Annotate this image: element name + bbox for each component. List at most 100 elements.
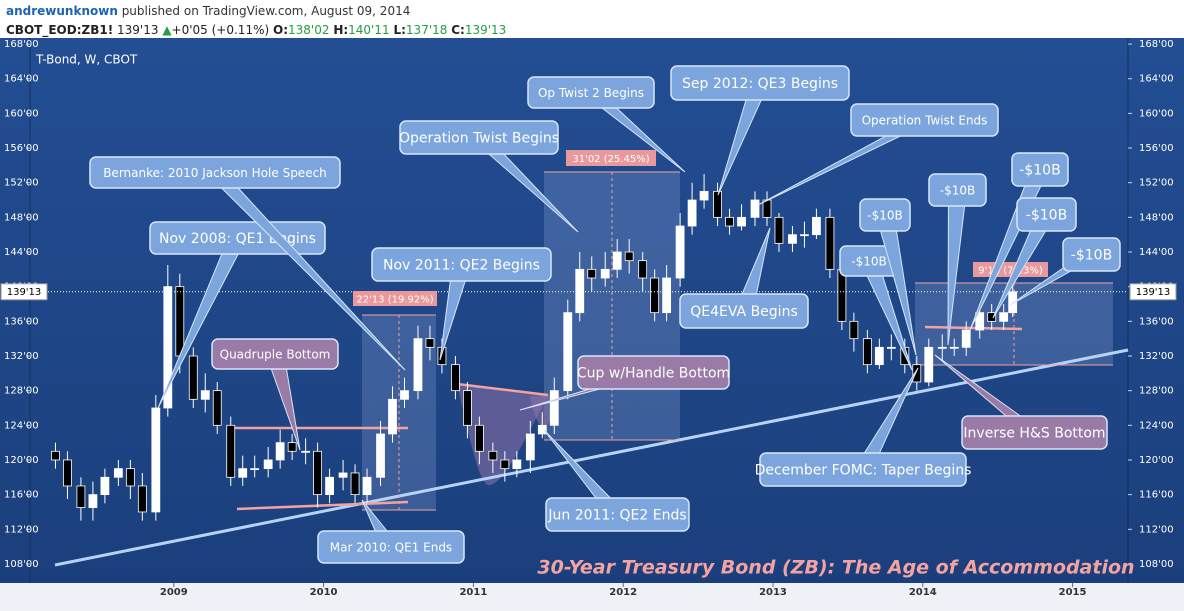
candle-body <box>238 468 248 478</box>
header-line-2: CBOT_EOD:ZB1! 139'13 ▲+0'05 (+0.11%) O:1… <box>6 23 506 38</box>
callout-box <box>1011 152 1069 187</box>
header-line-1: andrewunknown published on TradingView.c… <box>6 4 410 18</box>
callout-label: -$10B <box>851 255 886 269</box>
callout-label: Bernanke: 2010 Jackson Hole Speech <box>103 166 327 180</box>
candle-body <box>451 364 460 392</box>
change: +0'05 (+0.11%) <box>172 23 270 37</box>
callout-label: -$10B <box>1019 163 1060 179</box>
candle-body <box>713 190 722 218</box>
candle-body <box>200 390 210 400</box>
callout-label: Quadruple Bottom <box>220 348 331 362</box>
callout-label: Inverse H&S Bottom <box>963 426 1105 442</box>
candle-body <box>51 450 60 461</box>
callout-label: Op Twist 2 Begins <box>538 86 644 100</box>
ohlc-value: 139'13 <box>465 23 506 37</box>
candle-body <box>849 320 859 340</box>
ohlc-label: O: <box>273 23 288 37</box>
callout-box <box>1016 197 1077 232</box>
candle-body <box>699 190 709 201</box>
candle-body <box>999 312 1009 322</box>
candle-body <box>388 398 397 435</box>
ohlc-label: L: <box>393 23 405 37</box>
callout-label: Jun 2011: QE2 Ends <box>547 508 686 524</box>
y-tick-label: 148'00 <box>1139 212 1174 223</box>
candle-body <box>961 329 971 348</box>
symbol: CBOT_EOD:ZB1! <box>6 23 113 38</box>
published: published on TradingView.com, August 09,… <box>122 4 411 18</box>
x-tick-label: 2015 <box>1059 587 1087 598</box>
callout-label: December FOMC: Taper Begins <box>755 463 972 479</box>
y-tick-label: 144'00 <box>1139 247 1174 258</box>
candle-body <box>612 251 622 270</box>
candle-body <box>488 450 498 461</box>
candle-body <box>987 312 997 322</box>
candle-body <box>100 476 110 496</box>
candle-body <box>874 346 884 366</box>
callout-label: Nov 2011: QE2 Begins <box>383 258 540 274</box>
author[interactable]: andrewunknown <box>6 4 118 18</box>
ohlc-value: 137'18 <box>406 23 447 37</box>
y-tick-label: 108'00 <box>4 559 39 570</box>
y-tick-label: 156'00 <box>1139 143 1174 154</box>
candle-body <box>63 459 72 487</box>
candle-body <box>474 424 484 452</box>
candle-body <box>463 390 472 426</box>
candle-body <box>737 216 746 227</box>
x-tick-label: 2009 <box>160 587 188 598</box>
candle-body <box>88 494 98 509</box>
callout-label: -$10B <box>940 184 975 198</box>
candle-body <box>774 216 784 244</box>
drawing-line <box>924 325 1023 331</box>
y-tick-label: 112'00 <box>1139 524 1174 535</box>
candle-body <box>886 346 896 349</box>
callout-label: -$10B <box>1026 208 1067 224</box>
callout-box <box>211 338 339 370</box>
candle-body <box>638 260 648 279</box>
y-tick-label: 132'00 <box>4 351 39 362</box>
ohlc-value: 138'02 <box>288 23 329 37</box>
y-tick-label: 148'00 <box>4 212 39 223</box>
y-tick-label: 164'00 <box>1139 74 1174 85</box>
callout-box <box>670 65 850 101</box>
y-tick-label: 120'00 <box>1139 455 1174 466</box>
y-tick-label: 108'00 <box>1139 559 1174 570</box>
y-tick-label: 124'00 <box>4 420 39 431</box>
y-tick-label: 136'00 <box>1139 316 1174 327</box>
candle-body <box>525 433 535 461</box>
last-price-tag <box>1129 283 1177 301</box>
price: 139'13 <box>117 23 158 37</box>
candle-body <box>400 390 409 400</box>
candle-body <box>924 346 934 383</box>
candle-body <box>788 234 797 244</box>
last-price-label: 139'13 <box>1136 287 1171 298</box>
y-tick-label: 144'00 <box>4 247 39 258</box>
candle-body <box>587 268 597 279</box>
candle-body <box>413 338 423 392</box>
y-tick-label: 128'00 <box>1139 386 1174 397</box>
candle-body <box>350 472 360 496</box>
ohlc-label: H: <box>333 23 348 37</box>
measure-tag <box>566 150 656 166</box>
y-tick-label: 168'00 <box>1139 39 1174 50</box>
candle-body <box>537 424 547 435</box>
candle-body <box>624 251 634 262</box>
callout-box <box>961 415 1108 450</box>
y-tick-label: 136'00 <box>4 316 39 327</box>
callout-box <box>399 120 559 155</box>
callout-box <box>317 530 465 564</box>
candle-body <box>1008 291 1018 314</box>
candle-body <box>125 468 135 487</box>
candle-body <box>650 277 660 314</box>
callout-label: Nov 2008: QE1 Begins <box>159 231 316 247</box>
y-tick-label: 116'00 <box>4 490 39 501</box>
callout-box <box>527 76 655 109</box>
x-tick-label: 2013 <box>759 587 787 598</box>
candle-body <box>287 442 297 452</box>
x-tick-label: 2014 <box>909 587 937 598</box>
candle-body <box>812 216 821 236</box>
candle-body <box>837 268 847 322</box>
candle-body <box>188 355 198 400</box>
time-axis-background <box>0 583 1184 611</box>
callout-box <box>859 198 911 232</box>
y-tick-label: 128'00 <box>4 386 39 397</box>
